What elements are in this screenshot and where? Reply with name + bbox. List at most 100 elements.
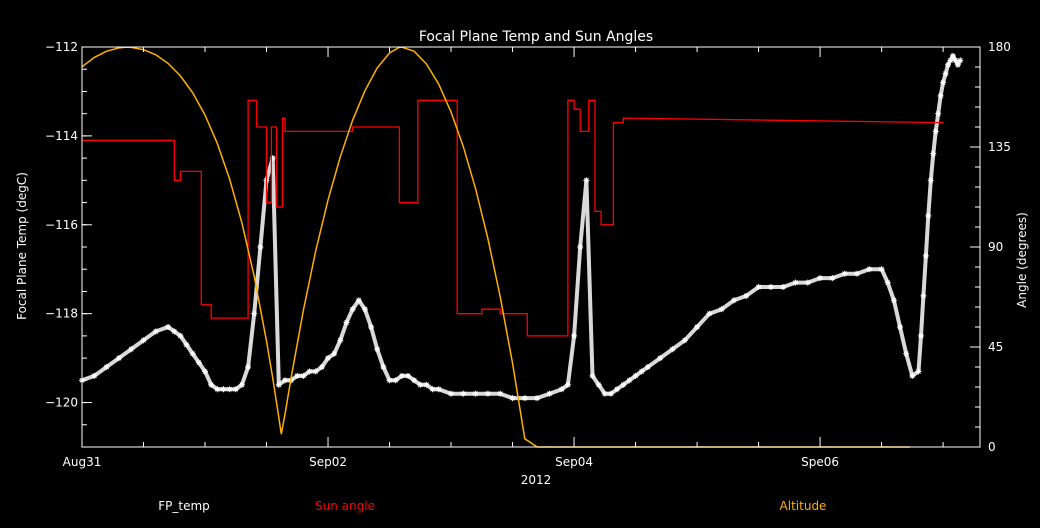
sun-angle-line xyxy=(82,99,944,337)
fp-temp-point xyxy=(374,346,381,353)
fp-temp-point xyxy=(755,284,762,290)
legend-entry-fp-temp: FP_temp xyxy=(158,499,210,513)
fp-temp-point xyxy=(927,177,934,184)
fp-temp-point xyxy=(472,390,479,397)
fp-temp-point xyxy=(275,381,282,388)
fp-temp-point xyxy=(103,364,110,370)
fp-temp-point xyxy=(930,150,937,157)
fp-temp-point xyxy=(949,52,956,59)
fp-temp-point xyxy=(937,92,944,99)
fp-temp-point xyxy=(817,275,824,282)
axes: Aug31 Sep02 Sep04 Spe06 −112 −114 −116 −118 −120… xyxy=(45,40,1011,469)
fp-temp-point xyxy=(942,70,949,77)
fp-temp-point xyxy=(884,279,891,286)
fp-temp-point xyxy=(460,390,467,397)
fp-temp-point xyxy=(183,341,190,348)
fp-temp-point xyxy=(534,395,541,402)
fp-temp-point xyxy=(743,292,750,299)
fp-temp-point xyxy=(152,328,159,335)
fp-temp-point xyxy=(657,355,664,362)
y-axis-label-left: Focal Plane Temp (degC) xyxy=(15,172,29,320)
y-left-tick-label-2: −116 xyxy=(45,218,78,232)
y-right-tick-label-0: 180 xyxy=(988,40,1011,54)
fp-temp-point xyxy=(932,128,939,135)
fp-temp-point xyxy=(435,386,442,393)
fp-temp-point xyxy=(694,324,701,330)
fp-temp-point xyxy=(638,368,645,375)
fp-temp-point xyxy=(318,364,325,370)
fp-temp-point xyxy=(386,377,393,384)
fp-temp-point xyxy=(128,346,135,353)
fp-temp-point xyxy=(571,332,578,339)
fp-temp-point xyxy=(669,346,676,353)
fp-temp-point xyxy=(829,275,836,282)
y-right-tick-label-3: 45 xyxy=(988,340,1003,354)
fp-temp-point xyxy=(878,266,885,273)
fp-temp-point xyxy=(866,266,873,273)
y-axis-label-right: Angle (degrees) xyxy=(1015,212,1029,308)
fp-temp-point xyxy=(189,350,196,357)
fp-temp-point xyxy=(423,381,430,388)
fp-temp-point xyxy=(706,310,713,317)
fp-temp-point xyxy=(361,306,368,313)
fp-temp-point xyxy=(804,279,811,286)
legend: FP_temp Sun angle Altitude xyxy=(158,499,826,513)
fp-temp-point xyxy=(890,297,897,304)
x-tick-label-0: Aug31 xyxy=(63,455,102,469)
fp-temp-point xyxy=(171,328,178,335)
fp-temp-point xyxy=(195,359,202,366)
chart-title: Focal Plane Temp and Sun Angles xyxy=(419,29,653,45)
fp-temp-point xyxy=(140,337,147,344)
fp-temp-point xyxy=(607,390,614,397)
fp-temp-point xyxy=(595,381,602,388)
fp-temp-point xyxy=(935,110,942,117)
fp-temp-point xyxy=(681,337,688,344)
fp-temp-point xyxy=(497,390,504,397)
fp-temp-point xyxy=(331,350,338,357)
fp-temp-point xyxy=(521,395,528,402)
fp-temp-point xyxy=(940,79,947,86)
fp-temp-point xyxy=(349,306,356,313)
fp-temp-point xyxy=(577,244,584,250)
fp-temp-point xyxy=(238,381,245,388)
legend-entry-altitude: Altitude xyxy=(780,499,827,513)
x-tick-label-1: Sep02 xyxy=(309,455,347,469)
fp-temp-point xyxy=(226,386,233,393)
fp-temp-point xyxy=(202,368,209,375)
y-right-tick-label-4: 0 xyxy=(988,440,996,454)
fp-temp-point xyxy=(417,381,424,388)
fp-temp-point xyxy=(337,337,344,344)
fp-temp-point xyxy=(411,377,418,384)
fp-temp-point xyxy=(644,364,651,370)
fp-temp-point xyxy=(448,390,455,397)
y-left-tick-label-1: −114 xyxy=(45,129,78,143)
fp-temp-point xyxy=(945,61,952,68)
fp-temp-trace xyxy=(81,53,963,401)
fp-temp-point xyxy=(281,377,288,384)
fp-temp-point xyxy=(957,57,964,64)
fp-temp-point xyxy=(909,372,916,379)
fp-temp-point xyxy=(398,372,405,379)
x-axis-label: 2012 xyxy=(521,473,552,487)
x-tick-label-3: Spe06 xyxy=(801,455,839,469)
fp-temp-point xyxy=(564,381,571,388)
fp-temp-point xyxy=(220,386,227,393)
fp-temp-point xyxy=(925,212,932,219)
fp-temp-point xyxy=(343,319,350,326)
fp-temp-point xyxy=(583,177,590,184)
fp-temp-point xyxy=(208,381,215,388)
fp-temp-point xyxy=(392,377,399,384)
fp-temp-point xyxy=(546,390,553,397)
fp-temp-point xyxy=(626,377,633,384)
y-left-tick-label-4: −120 xyxy=(45,396,78,410)
fp-temp-point xyxy=(730,297,737,304)
fp-temp-point xyxy=(853,270,860,277)
fp-temp-point xyxy=(325,355,332,362)
fp-temp-point xyxy=(915,368,922,375)
fp-temp-point xyxy=(718,306,725,313)
fp-temp-point xyxy=(312,368,319,375)
y-right-tick-label-1: 135 xyxy=(988,140,1011,154)
x-tick-label-2: Sep04 xyxy=(555,455,593,469)
fp-temp-point xyxy=(589,372,596,379)
